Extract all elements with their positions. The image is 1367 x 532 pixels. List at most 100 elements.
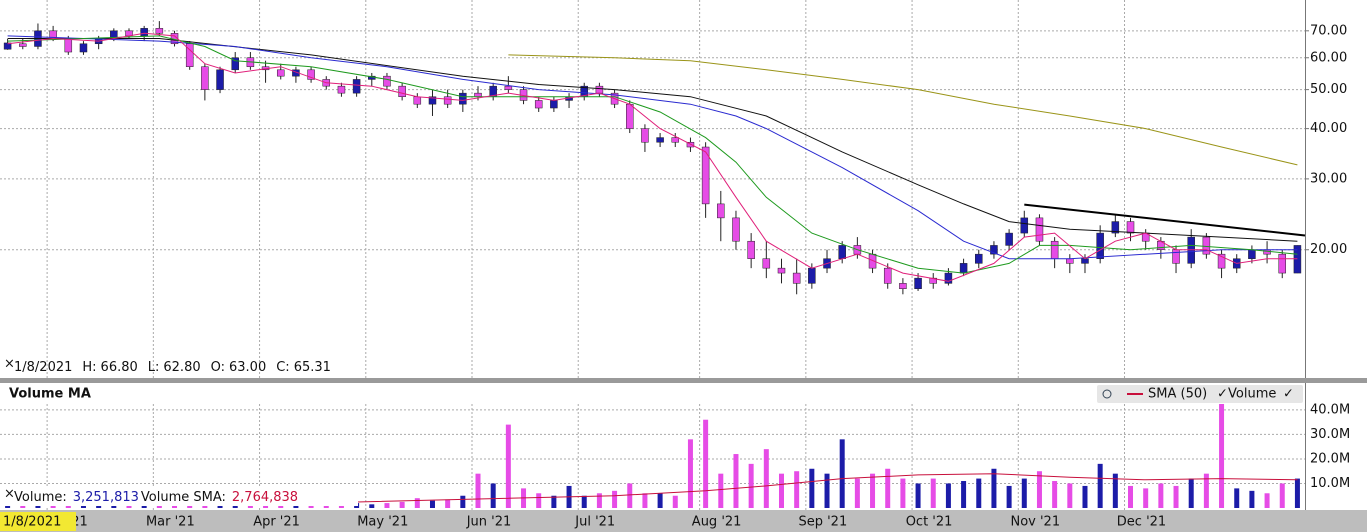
volume-bar [308,505,314,508]
candle-body [413,96,422,105]
volume-sma [7,473,1298,504]
candle-body [1293,245,1302,274]
volume-bar [293,505,299,508]
candle-body [504,85,513,90]
readout-label: Volume: [14,490,67,505]
volume-bar [1082,485,1088,508]
volume-bar [475,473,481,508]
candle-body [1126,221,1135,234]
volume-bar [369,504,375,508]
volume-bar [672,495,678,508]
readout-value: 62.80 [163,360,200,375]
volume-bar [809,468,815,508]
candle-body [231,57,239,71]
candle-body [1035,217,1044,242]
volume-bar [1021,478,1027,508]
candle-body [1278,253,1287,274]
moving-average [7,35,1298,260]
volume-bar [657,493,663,508]
volume-bar [1036,471,1042,508]
candle-body [717,203,725,219]
volume-bar [1203,473,1209,508]
volume-bar [961,481,967,508]
grid [0,0,1309,510]
volume-bar [612,490,618,508]
legend-box [1097,385,1303,403]
x-tick-label: Jul '21 [574,515,615,530]
candle-body [626,103,634,129]
candle-body [762,258,771,269]
panel-separator [0,378,1367,383]
candle-body [19,43,27,47]
readout-label: H: [82,360,96,375]
candle-body [64,38,73,53]
volume-bar [900,478,906,508]
candle-body [671,137,680,143]
candle-body [990,245,998,255]
volume-bar [1234,488,1240,508]
legend-entry[interactable]: Volume [1228,387,1276,402]
y-tick-label: 20.0M [1310,451,1350,466]
candle-body [959,263,968,274]
candle-body [185,43,194,67]
candle-body [1217,253,1226,269]
volume-bar [1188,478,1194,508]
x-tick-label: Sep '21 [798,515,847,530]
volume-bar [1112,473,1118,508]
candle-body [140,28,148,37]
volume-bar [126,505,132,508]
volume-bar [551,495,557,508]
y-tick-label: 70.00 [1310,23,1347,38]
volume-bar [733,454,739,508]
y-tick-label: 40.00 [1310,121,1347,136]
y-tick-label: 60.00 [1310,50,1347,65]
candle-body [975,253,983,264]
candle-body [747,240,755,259]
y-tick-label: 20.00 [1310,242,1347,257]
volume-bar [596,493,602,508]
candle-body [534,100,543,109]
volume-bar [945,483,951,508]
volume-bar [536,493,542,508]
volume-bar [1143,488,1149,508]
candle-body [352,79,361,94]
y-tick-label: 30.00 [1310,171,1347,186]
volume-bar [1294,478,1300,508]
readout-label: O: [211,360,225,375]
volume-bar [1279,483,1285,508]
candle-body [398,85,406,97]
candle-body [383,75,391,87]
volume-bar [141,504,147,508]
readout-bg [0,488,358,506]
volume-bar [156,505,162,508]
candle-body [1202,236,1211,255]
volume-bar [1249,490,1255,508]
volume-bar [80,504,86,508]
volume-bar [1219,404,1225,508]
trendline [1024,203,1306,237]
candle-body [1020,217,1029,234]
y-tick-label: 40.0M [1310,402,1350,417]
volume-bar [1128,485,1134,508]
x-tick-label: Aug '21 [692,515,742,530]
candle-body [1263,249,1271,255]
volume-bar [429,500,435,508]
candle-body [914,277,922,289]
candle-body [883,267,892,284]
volume-bar [885,468,891,508]
moving-average [508,54,1298,166]
candle-body [459,92,467,105]
volume-bar [794,471,800,508]
volume-bar [824,473,830,508]
candle-body [838,245,846,259]
volume-bar [854,478,860,508]
volume-bar [1067,483,1073,508]
volume-bar [627,483,633,508]
legend-entry[interactable]: SMA (50) [1148,387,1207,402]
volume-bar [718,473,724,508]
volume-bar [687,439,693,508]
cursor-date: 1/8/2021 [3,515,61,530]
volume-readout: Volume: 3,251,813 Volume SMA: 2,764,838 [14,490,298,505]
volume-bar [581,495,587,508]
